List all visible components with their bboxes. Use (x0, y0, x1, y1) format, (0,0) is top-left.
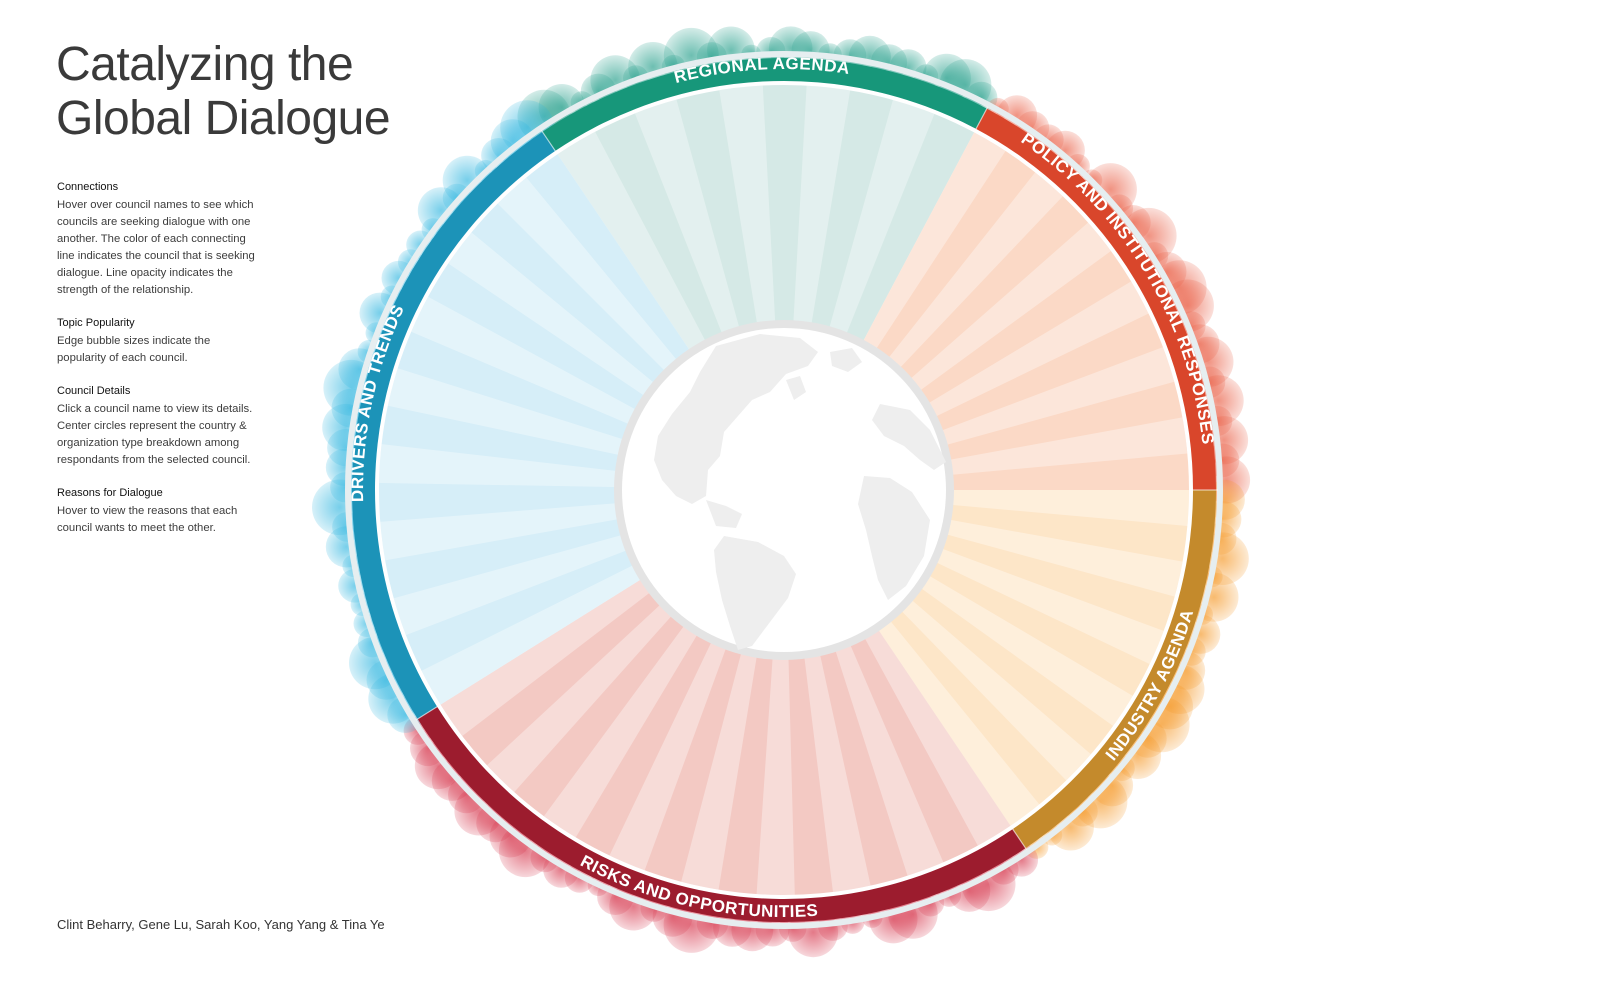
instructions-panel: Connections Hover over council names to … (57, 180, 257, 554)
section-council-details: Council Details Click a council name to … (57, 384, 257, 469)
page-title-line-2: Global Dialogue (56, 92, 391, 145)
section-heading: Connections (57, 181, 119, 193)
section-topic-popularity: Topic Popularity Edge bubble sizes indic… (57, 316, 257, 367)
section-body: Hover to view the reasons that each coun… (57, 505, 238, 534)
council-stripe[interactable] (387, 368, 627, 456)
category-ring-segment[interactable] (976, 108, 1216, 490)
ring-separator (974, 106, 989, 131)
council-stripe[interactable] (421, 563, 645, 705)
section-body: Click a council name to view its details… (57, 403, 253, 466)
ring-separator (540, 129, 557, 153)
council-stripe[interactable] (440, 577, 653, 737)
council-stripe[interactable] (834, 641, 944, 876)
council-stripe[interactable] (497, 177, 680, 374)
category-wedge (379, 154, 692, 705)
category-wedge (440, 577, 1011, 896)
page-title: Catalyzing the Global Dialogue (56, 38, 391, 146)
section-body: Edge bubble sizes indicate the popularit… (57, 335, 211, 364)
council-stripe[interactable] (803, 651, 871, 893)
council-stripe[interactable] (828, 99, 935, 337)
council-stripe[interactable] (756, 654, 795, 895)
council-stripe[interactable] (876, 618, 1040, 826)
council-stripe[interactable] (609, 638, 728, 871)
section-heading: Reasons for Dialogue (57, 487, 163, 499)
ring-halo (345, 51, 1223, 929)
ring-separator (415, 705, 440, 721)
council-stripe[interactable] (634, 99, 741, 337)
council-stripe[interactable] (681, 649, 758, 890)
council-stripe[interactable] (861, 132, 1006, 352)
council-stripe[interactable] (379, 444, 621, 488)
council-stripe[interactable] (943, 519, 1183, 597)
council-stripe[interactable] (925, 281, 1149, 419)
council-stripe[interactable] (907, 222, 1111, 393)
council-stripe[interactable] (793, 85, 851, 328)
section-heading: Council Details (57, 385, 131, 397)
category-wedge (557, 84, 975, 354)
council-stripe[interactable] (380, 502, 622, 561)
globe-icon (614, 320, 954, 660)
category-wedge (861, 132, 1189, 490)
category-ring-segment[interactable] (542, 58, 987, 151)
council-stripe[interactable] (918, 573, 1133, 726)
ring-separator (1011, 827, 1028, 851)
section-reasons-for-dialogue: Reasons for Dialogue Hover to view the r… (57, 486, 257, 537)
council-stripe[interactable] (932, 547, 1164, 665)
council-stripe[interactable] (938, 347, 1175, 446)
council-stripe[interactable] (886, 172, 1063, 371)
council-stripe[interactable] (898, 597, 1091, 781)
category-wedge (876, 490, 1189, 826)
council-stripe[interactable] (486, 602, 675, 793)
council-stripe[interactable] (543, 622, 700, 838)
council-stripe[interactable] (393, 534, 630, 636)
council-stripe[interactable] (948, 490, 1190, 526)
credits: Clint Beharry, Gene Lu, Sarah Koo, Yang … (57, 917, 385, 932)
council-stripe[interactable] (557, 131, 708, 354)
category-ring-segment[interactable] (1012, 490, 1216, 849)
section-heading: Topic Popularity (57, 317, 135, 329)
council-stripe[interactable] (448, 232, 657, 398)
category-ring (345, 51, 1223, 929)
wedges-layer (379, 84, 1190, 896)
page-title-line-1: Catalyzing the (56, 38, 354, 91)
council-stripe[interactable] (946, 417, 1188, 476)
council-stripe[interactable] (411, 296, 639, 426)
council-stripe[interactable] (862, 626, 1011, 846)
council-stripe[interactable] (719, 85, 776, 328)
section-body: Hover over council names to see which co… (57, 199, 255, 296)
section-connections: Connections Hover over council names to … (57, 180, 257, 299)
